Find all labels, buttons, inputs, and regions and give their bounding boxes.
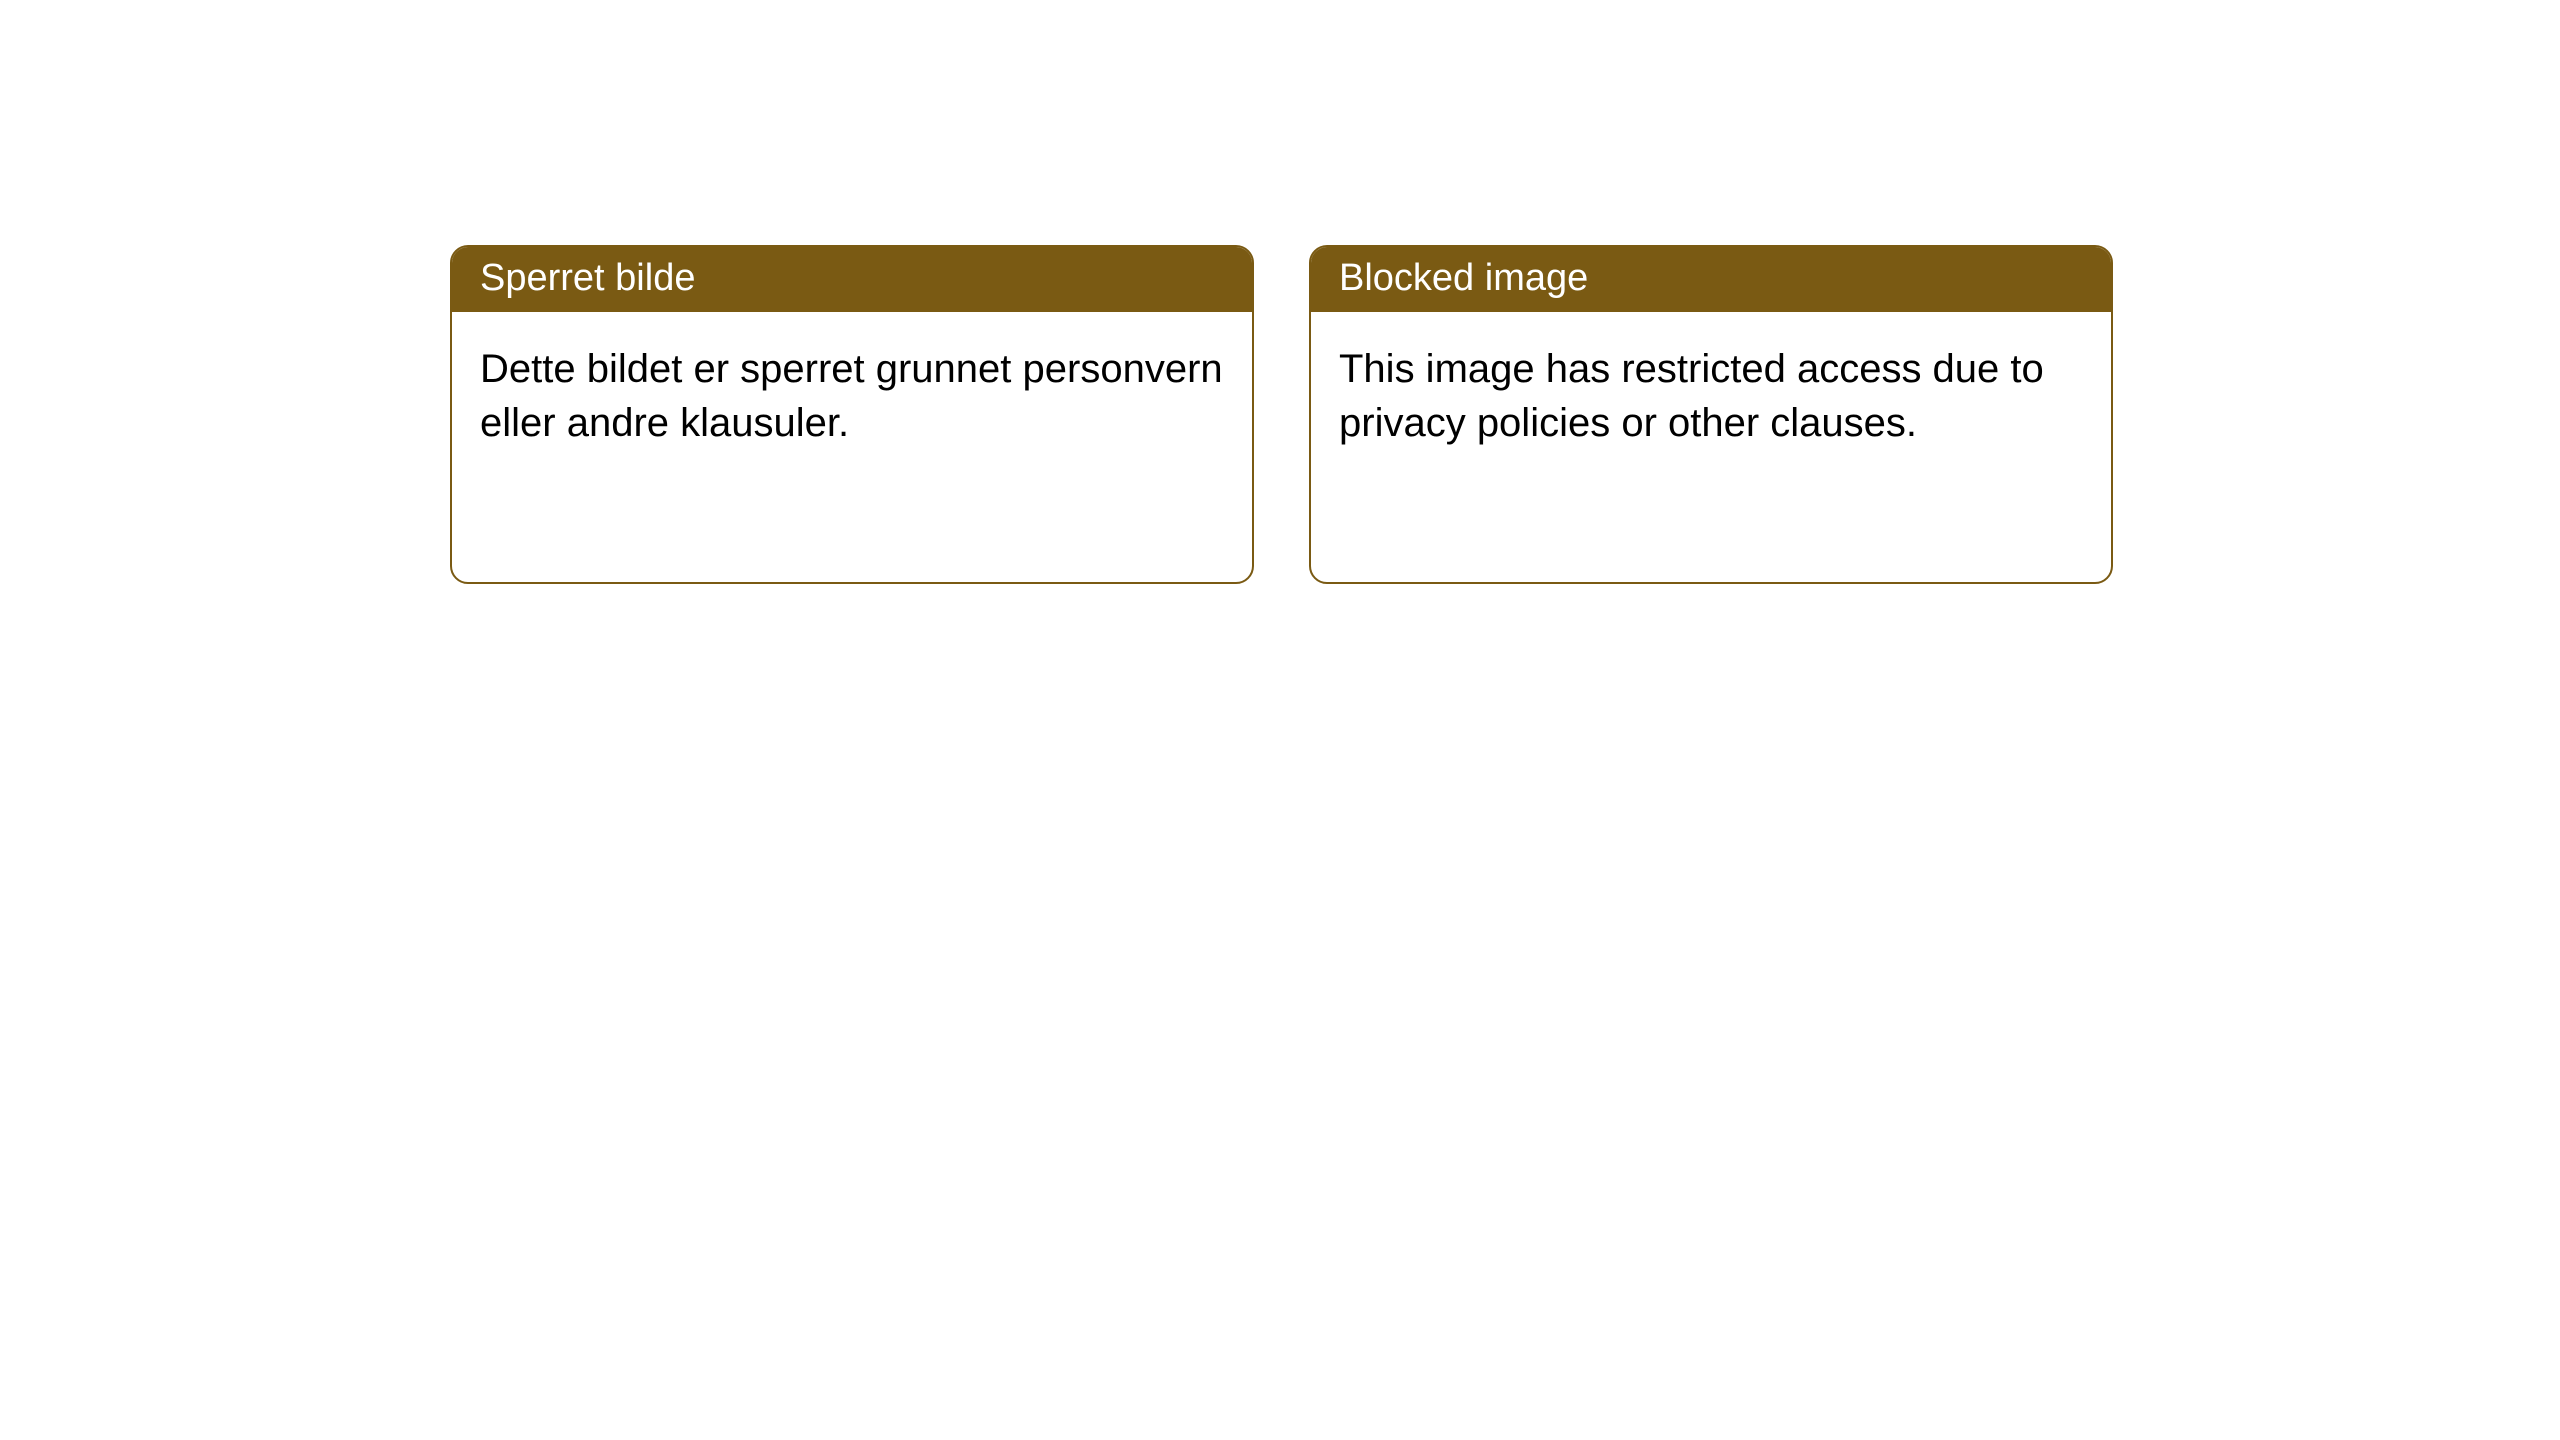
- notice-body: Dette bildet er sperret grunnet personve…: [452, 312, 1252, 582]
- notice-card-english: Blocked image This image has restricted …: [1309, 245, 2113, 584]
- notice-container: Sperret bilde Dette bildet er sperret gr…: [450, 245, 2113, 584]
- notice-body: This image has restricted access due to …: [1311, 312, 2111, 582]
- notice-header: Blocked image: [1311, 247, 2111, 312]
- notice-header: Sperret bilde: [452, 247, 1252, 312]
- notice-card-norwegian: Sperret bilde Dette bildet er sperret gr…: [450, 245, 1254, 584]
